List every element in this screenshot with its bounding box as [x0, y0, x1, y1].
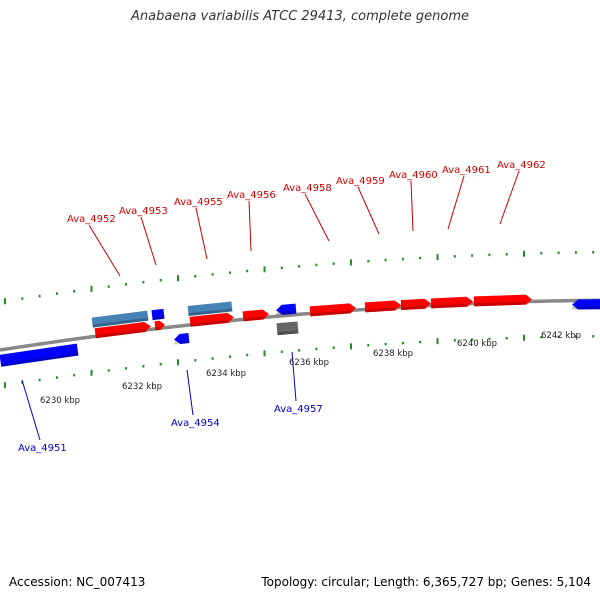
gene-label-forward: Ava_4962 — [497, 160, 546, 171]
cds-ava-4954-shade — [174, 339, 190, 345]
cds-ava-4955 — [189, 312, 234, 327]
leader-line-forward — [248, 200, 252, 252]
feature-near-ava-4957 — [276, 321, 299, 336]
cds-ava-4953-shade — [155, 326, 161, 331]
cds-ava-4951 — [0, 343, 79, 367]
gene-ava-4952-block-shape — [91, 310, 149, 328]
cds-ava-4956 — [242, 309, 269, 322]
axis-tick-label: 6236 kbp — [289, 358, 329, 368]
cds-ava-4955-shade — [190, 319, 229, 327]
leader-line-forward — [357, 186, 380, 235]
gene-ava-4953-block — [151, 308, 165, 321]
cds-ava-4960-shade — [401, 305, 426, 311]
genome-summary-text: Topology: circular; Length: 6,365,727 bp… — [261, 575, 591, 589]
leader-line-forward — [140, 216, 157, 266]
cds-ava-4959-shade — [365, 307, 396, 313]
cds-ava-4957-shade — [276, 310, 297, 316]
genome-backbone — [0, 298, 600, 352]
cds-ava-4962 — [473, 294, 532, 307]
cds-ava-4961-shape — [430, 296, 473, 309]
cds-ava-4961-shade — [431, 303, 468, 309]
gene-label-forward: Ava_4961 — [442, 165, 491, 176]
map-title: Anabaena variabilis ATCC 29413, complete… — [131, 9, 469, 24]
feature-near-ava-4957-shade — [277, 330, 299, 336]
leader-line-forward — [447, 175, 465, 230]
cds-ava-4952 — [94, 322, 151, 339]
gene-ava-4955-block-shade — [188, 308, 233, 317]
cds-ava-4960-shape — [400, 298, 431, 311]
cds-ava-4962-shade — [474, 301, 527, 307]
gene-label-forward: Ava_4960 — [389, 170, 438, 181]
cds-ava-4956-shape — [242, 309, 269, 322]
cds-ava-4952-shape — [94, 322, 151, 339]
axis-tick-label: 6238 kbp — [373, 349, 413, 359]
leader-line-reverse — [291, 351, 297, 402]
gene-ava-4952-block-shade — [92, 317, 149, 328]
leader-line-forward — [410, 180, 414, 232]
gene-ava-4955-block-shape — [187, 301, 233, 317]
cds-ava-4957 — [276, 303, 297, 316]
gene-label-forward: Ava_4952 — [67, 214, 116, 225]
cds-ava-4952-shade — [95, 328, 146, 339]
axis-tick-label: 6242 kbp — [541, 331, 581, 341]
cds-ava-4959-shape — [364, 300, 401, 313]
gene-ava-4953-block-shade — [152, 315, 165, 321]
leader-line-forward — [195, 207, 208, 260]
axis-tick-label: 6240 kbp — [457, 339, 497, 349]
axis-tick-labels: 6230 kbp 6232 kbp 6234 kbp 6236 kbp 6238 kbp… — [40, 331, 581, 406]
cds-ava-4962-shape — [473, 294, 532, 307]
feature-near-ava-4957-shape — [276, 321, 299, 336]
gene-label-forward: Ava_4955 — [174, 197, 223, 208]
leader-line-forward — [499, 170, 520, 225]
accession-text: Accession: NC_007413 — [9, 575, 146, 589]
cds-ava-4951-shade — [0, 352, 79, 367]
cds-ava-4956-shade — [243, 316, 264, 322]
cds-ava-4957-shape — [276, 303, 297, 315]
cds-ava-4951-shape — [0, 343, 79, 367]
gene-features — [0, 294, 600, 367]
leader-line-reverse — [186, 369, 194, 416]
gene-label-forward: Ava_4956 — [227, 190, 276, 201]
cds-ava-4958-shade — [310, 310, 351, 317]
leader-line-forward — [88, 224, 121, 277]
gene-label-forward: Ava_4958 — [283, 183, 332, 194]
gene-label-reverse: Ava_4951 — [18, 443, 67, 454]
cds-ava-4958-shape — [309, 303, 356, 317]
forward-tick-track — [4, 250, 595, 305]
cds-right-edge-shade — [572, 306, 600, 310]
axis-tick-label: 6230 kbp — [40, 396, 80, 406]
cds-right-edge-shape — [572, 299, 600, 310]
cds-ava-4954 — [174, 333, 190, 345]
gene-label-forward: Ava_4953 — [119, 206, 168, 217]
label-leader-lines — [21, 170, 520, 441]
axis-tick-label: 6232 kbp — [122, 382, 162, 392]
cds-ava-4953 — [154, 320, 165, 331]
cds-ava-4960 — [400, 298, 431, 311]
cds-ava-4955-shape — [189, 312, 234, 327]
gene-label-reverse: Ava_4957 — [274, 404, 323, 415]
gene-ava-4955-block — [187, 301, 233, 317]
gene-label-reverse: Ava_4954 — [171, 418, 220, 429]
gene-ava-4953-block-shape — [151, 308, 165, 321]
cds-ava-4958 — [309, 303, 356, 317]
leader-line-forward — [304, 193, 330, 242]
gene-ava-4952-block — [91, 310, 149, 328]
axis-tick-label: 6234 kbp — [206, 369, 246, 379]
cds-ava-4954-shape — [174, 333, 190, 344]
leader-line-reverse — [21, 379, 41, 441]
cds-ava-4961 — [430, 296, 473, 309]
cds-right-edge — [572, 299, 600, 310]
cds-ava-4953-shape — [154, 320, 165, 331]
cds-ava-4959 — [364, 300, 401, 313]
gene-label-forward: Ava_4959 — [336, 176, 385, 187]
